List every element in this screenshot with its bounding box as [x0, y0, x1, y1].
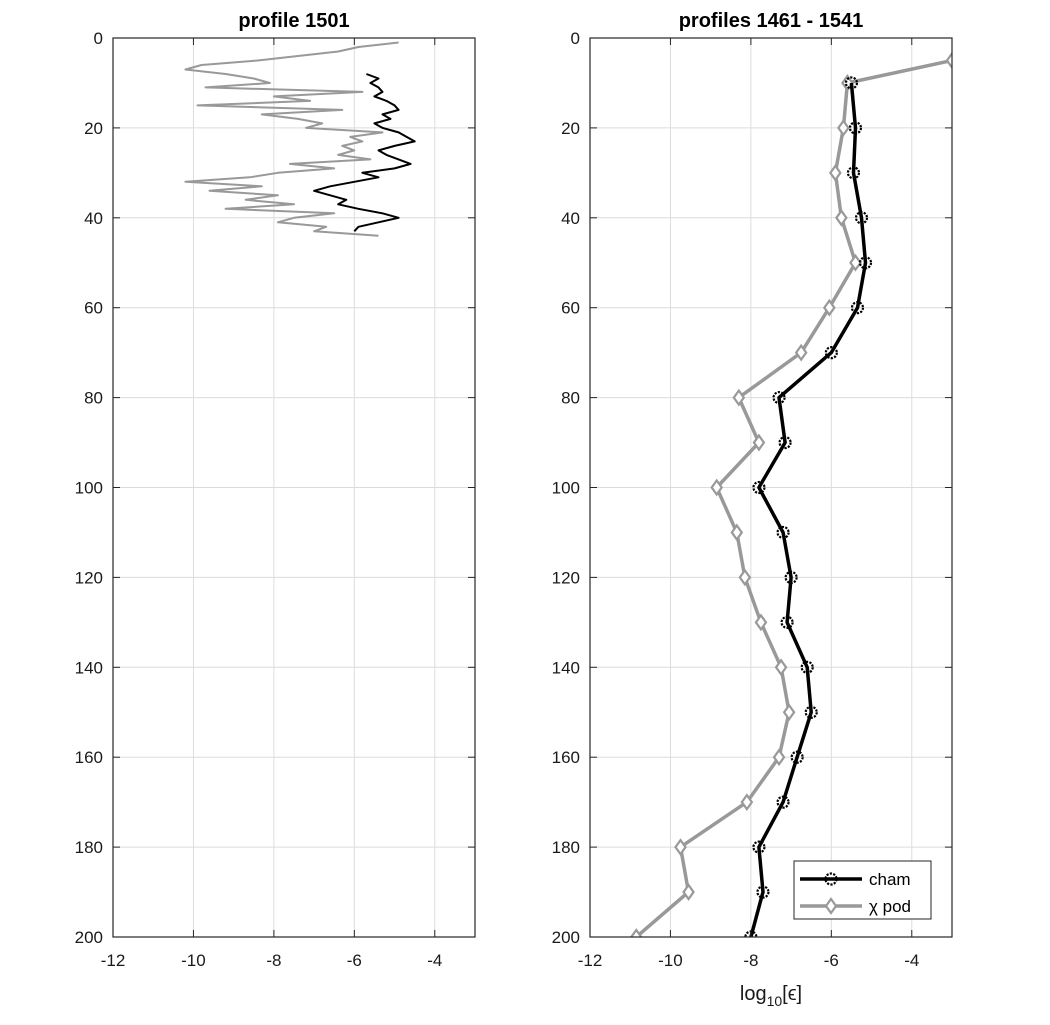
y-tick-label: 60: [561, 299, 580, 318]
y-tick-label: 180: [75, 838, 103, 857]
y-tick-label: 200: [552, 928, 580, 947]
x-axis-label: log10[ϵ]: [740, 983, 802, 1009]
data-point-chipod: [829, 163, 842, 182]
y-tick-label: 40: [561, 209, 580, 228]
x-tick-label: -10: [181, 951, 206, 970]
tick-marks: [112, 37, 475, 938]
tick-labels: -12 -10 -8 -6 -4 0 20 40 60 80 100 120 140 160 180 200: [75, 29, 443, 970]
data-point-cham: [780, 615, 794, 629]
chart-title: profiles 1461 - 1541: [679, 10, 864, 32]
data-point-cham: [776, 795, 790, 809]
y-tick-label: 20: [561, 119, 580, 138]
data-point-chipod: [730, 523, 744, 542]
x-tick-label: -4: [904, 951, 919, 970]
x-axis-label-subscript: 10: [767, 993, 783, 1009]
data-point-chipod: [752, 433, 766, 452]
y-tick-label: 120: [552, 568, 580, 587]
data-point-chipod: [682, 883, 695, 901]
data-point-cham: [854, 211, 869, 225]
grid-lines: [589, 37, 952, 938]
data-point-cham: [824, 346, 838, 360]
y-tick-label: 20: [84, 119, 103, 138]
data-point-chipod: [674, 838, 687, 856]
x-tick-label: -12: [578, 951, 603, 970]
data-lines: [629, 51, 952, 937]
data-point-cham: [804, 705, 818, 719]
y-tick-label: 0: [94, 29, 103, 48]
x-tick-label: -4: [427, 951, 442, 970]
data-point-chipod: [740, 793, 754, 812]
series-line-chipod: [184, 41, 399, 237]
data-point-chipod: [629, 928, 643, 937]
x-tick-label: -10: [658, 951, 683, 970]
data-point-cham: [756, 885, 770, 899]
y-tick-label: 40: [84, 209, 103, 228]
data-point-cham: [846, 166, 861, 180]
data-point-chipod: [849, 253, 862, 272]
y-tick-label: 200: [75, 928, 103, 947]
data-point-cham: [858, 256, 873, 270]
y-tick-label: 140: [75, 658, 103, 677]
data-point-cham: [850, 301, 865, 315]
y-tick-label: 100: [75, 479, 103, 498]
x-axis-label-log: log: [740, 983, 767, 1005]
series-line-cham: [749, 82, 868, 937]
legend-marker-cham: [824, 872, 838, 886]
x-tick-label: -8: [743, 951, 758, 970]
y-tick-label: 80: [561, 389, 580, 408]
legend-label-chipod: χ pod: [869, 897, 911, 916]
y-tick-label: 80: [84, 389, 103, 408]
data-point-chipod: [754, 613, 768, 632]
tick-marks: [589, 37, 952, 938]
y-tick-label: 140: [552, 658, 580, 677]
data-point-chipod: [835, 208, 848, 227]
panel-profiles-1461-1541: -12 -10 -8 -6 -4020406080100120140160180200 …: [552, 10, 953, 1009]
y-tick-label: 160: [552, 748, 580, 767]
legend-label-cham: cham: [869, 870, 911, 889]
legend-box: [793, 860, 932, 920]
y-tick-label: 120: [75, 568, 103, 587]
data-point-cham: [844, 76, 859, 90]
data-point-cham: [772, 391, 786, 405]
data-point-cham: [800, 660, 814, 674]
data-point-cham: [752, 480, 766, 495]
y-tick-label: 180: [552, 838, 580, 857]
data-point-chipod: [710, 478, 724, 497]
data-point-chipod: [774, 658, 788, 677]
y-tick-label: 0: [571, 29, 580, 48]
data-point-cham: [784, 570, 798, 585]
data-lines: [184, 41, 416, 237]
data-point-chipod: [841, 74, 854, 92]
y-tick-label: 60: [84, 299, 103, 318]
data-point-chipod: [782, 703, 796, 722]
x-tick-label: -8: [266, 951, 281, 970]
data-point-chipod: [945, 51, 952, 70]
data-point-cham: [790, 750, 804, 764]
series-line-cham: [313, 73, 416, 232]
data-point-chipod: [738, 568, 752, 587]
data-point-cham: [848, 121, 863, 135]
x-tick-label: -6: [347, 951, 362, 970]
data-point-chipod: [772, 748, 786, 767]
tick-labels: -12 -10 -8 -6 -4 0 20 40 60 80 100 120 140 160 180 200: [552, 29, 920, 970]
chart-title: profile 1501: [238, 10, 349, 32]
y-tick-label: 100: [552, 479, 580, 498]
data-point-cham: [776, 525, 790, 540]
x-axis-label-argument: [ϵ]: [782, 983, 802, 1005]
x-tick-label: -12: [101, 951, 126, 970]
y-tick-label: 160: [75, 748, 103, 767]
panel-profile-1501: -12 -10 -8 -6 -4020406080100120140160180200 …: [75, 10, 476, 970]
data-point-chipod: [732, 388, 746, 407]
data-point-chipod: [794, 343, 808, 362]
legend-marker-chipod: [824, 897, 838, 915]
data-point-cham: [752, 840, 766, 854]
data-point-chipod: [822, 298, 836, 317]
data-point-chipod: [837, 119, 850, 137]
data-point-cham: [778, 435, 792, 450]
legend: cham χ pod: [793, 860, 932, 920]
x-tick-label: -6: [824, 951, 839, 970]
